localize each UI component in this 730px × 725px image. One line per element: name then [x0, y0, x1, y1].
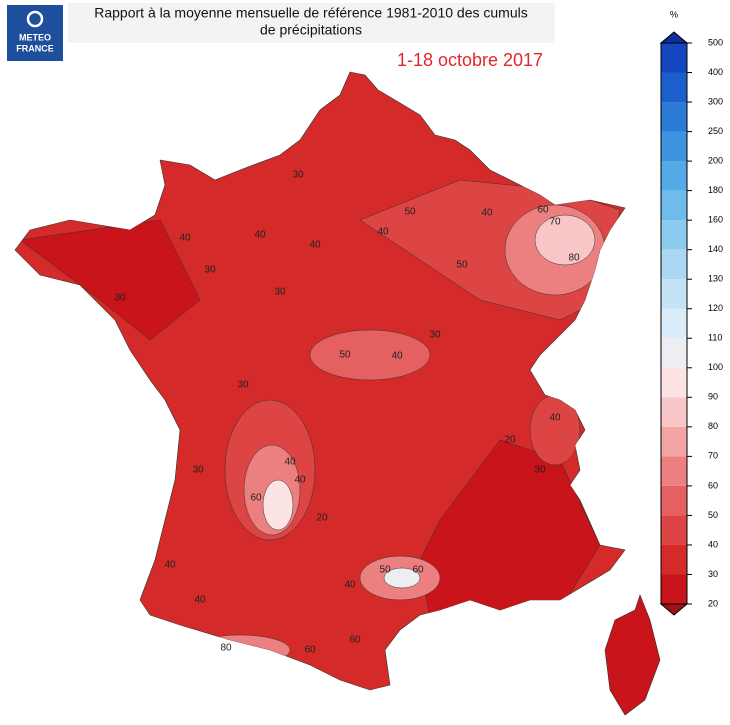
colorbar-band — [661, 426, 687, 457]
logo-text: FRANCE — [16, 43, 54, 53]
colorbar-tick-label: 60 — [708, 480, 718, 490]
colorbar-tick-label: 200 — [708, 155, 723, 165]
colorbar-band — [661, 544, 687, 575]
colorbar-tick-label: 50 — [708, 510, 718, 520]
region — [262, 479, 294, 531]
colorbar-unit: % — [670, 9, 678, 19]
colorbar-frame — [660, 42, 688, 605]
contour-label: 30 — [192, 465, 204, 476]
contour-label: 30 — [534, 465, 546, 476]
contour-label: 60 — [304, 645, 316, 656]
colorbar-tick-label: 110 — [708, 333, 722, 343]
contour-label: 40 — [194, 595, 206, 606]
colorbar-tick-label: 140 — [708, 244, 723, 254]
colorbar-tick-label: 120 — [708, 303, 723, 313]
contour-label: 50 — [379, 565, 391, 576]
colorbar-tick-label: 70 — [708, 451, 718, 461]
contour-label: 60 — [250, 493, 262, 504]
map — [14, 71, 661, 716]
region — [309, 329, 431, 381]
colorbar-band — [661, 308, 687, 339]
colorbar-tick-label: 160 — [708, 215, 723, 225]
corsica — [604, 594, 661, 716]
contour-label: 40 — [377, 227, 389, 238]
colorbar-band — [661, 515, 687, 545]
colorbar-band — [661, 338, 687, 368]
contour-label: 40 — [309, 240, 321, 251]
colorbar-band — [661, 190, 687, 221]
colorbar-tick-label: 80 — [708, 421, 718, 431]
region — [383, 567, 421, 589]
region — [534, 214, 596, 266]
contour-label: 30 — [237, 380, 249, 391]
contour-label: 40 — [284, 457, 296, 468]
colorbar-band — [661, 72, 687, 103]
colorbar-band — [661, 456, 687, 486]
logo-icon — [26, 10, 44, 28]
contour-label: 30 — [204, 265, 216, 276]
colorbar-tick-label: 20 — [708, 598, 718, 608]
colorbar-band — [661, 367, 687, 398]
colorbar-tick-label: 400 — [708, 67, 723, 77]
colorbar-tick-label: 40 — [708, 539, 718, 549]
contour-label: 50 — [339, 350, 351, 361]
contour-label: 60 — [537, 205, 549, 216]
date: 1-18 octobre 2017 — [397, 50, 543, 70]
title: Rapport à la moyenne mensuelle de référe… — [94, 5, 528, 21]
contour-label: 80 — [568, 253, 580, 264]
colorbar-band — [661, 485, 687, 516]
contour-label: 40 — [344, 580, 356, 591]
colorbar-band — [661, 43, 687, 73]
contour-label: 60 — [412, 565, 424, 576]
contour-label: 50 — [404, 207, 416, 218]
colorbar-tick-label: 500 — [708, 37, 723, 47]
contour-label: 40 — [164, 560, 176, 571]
colorbar-tick-label: 180 — [708, 185, 723, 195]
title-box — [68, 3, 555, 43]
colorbar-tick-label: 30 — [708, 569, 718, 579]
contour-label: 20 — [504, 435, 516, 446]
colorbar-band — [661, 279, 687, 309]
colorbar-band — [661, 161, 687, 191]
contour-label: 50 — [456, 260, 468, 271]
logo-text: METEO — [19, 32, 51, 42]
colorbar-tick-label: 90 — [708, 392, 718, 402]
colorbar-tick-label: 300 — [708, 96, 723, 106]
contour-label: 20 — [316, 513, 328, 524]
contour-label: 30 — [292, 170, 304, 181]
colorbar: % 20 30 40 50 60 70 80 90 100 110 120 130 140 160 180 2… — [659, 9, 723, 616]
contour-labels: 30 40 40 40 30 30 30 40 50 50 40 50 60 7… — [114, 170, 580, 656]
contour-label: 80 — [220, 643, 232, 654]
contour-label: 30 — [114, 293, 126, 304]
colorbar-tick-label: 100 — [708, 362, 723, 372]
colorbar-band — [661, 574, 687, 604]
contour-label: 40 — [254, 230, 266, 241]
contour-label: 70 — [549, 217, 561, 228]
colorbar-band — [661, 397, 687, 427]
contour-label: 40 — [549, 413, 561, 424]
contour-label: 60 — [349, 635, 361, 646]
contour-label: 40 — [179, 233, 191, 244]
title: de précipitations — [260, 22, 362, 38]
colorbar-band — [661, 220, 687, 250]
colorbar-band — [661, 249, 687, 280]
contour-label: 40 — [391, 351, 403, 362]
logo — [7, 5, 63, 61]
colorbar-band — [661, 131, 687, 162]
colorbar-band — [661, 102, 687, 132]
contour-label: 30 — [274, 287, 286, 298]
contour-label: 40 — [294, 475, 306, 486]
colorbar-tick-label: 250 — [708, 126, 723, 136]
contour-label: 30 — [429, 330, 441, 341]
colorbar-tick-label: 130 — [708, 274, 723, 284]
contour-label: 40 — [481, 208, 493, 219]
